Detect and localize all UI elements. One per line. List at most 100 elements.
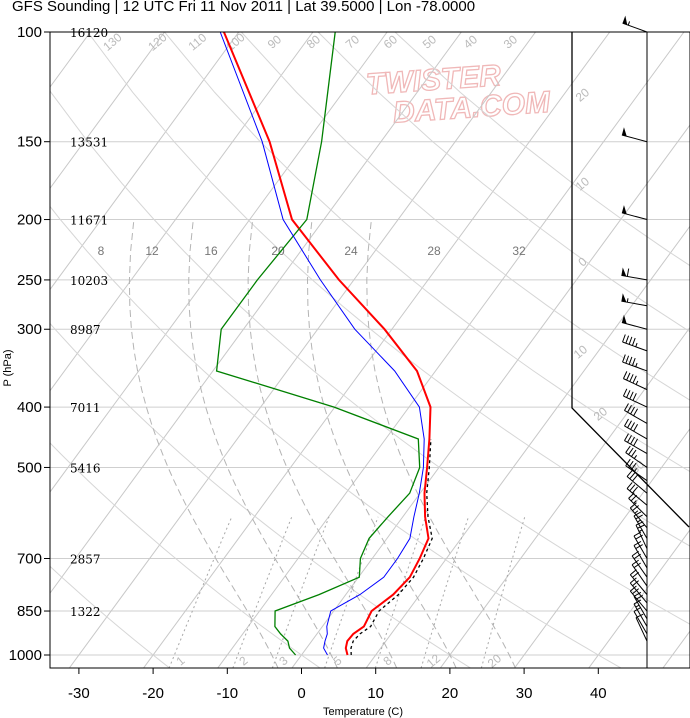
dry-adiabat [50,442,321,668]
height-label: 7011 [70,401,101,415]
barb-flag [633,553,641,560]
isotherm-label: 110 [186,30,210,53]
barb-half-flag [637,519,642,523]
moist-adiabat [188,219,338,668]
wind-barb [629,577,648,604]
barb-flag [635,521,644,526]
barb-pennant [621,205,627,215]
barb-flag [629,391,634,400]
barb-flag [633,511,642,517]
mixing-ratio-line [420,516,469,668]
wind-barb [622,15,648,33]
height-labels: 16120 13531 11671 10203 8987 7011 5416 2857 1322 [70,26,108,619]
barb-shaft [621,212,648,221]
barb-flag [633,541,642,546]
temperature-tick-label: -20 [142,685,164,702]
x-axis-label: Temperature (C) [323,706,403,718]
barb-shaft [635,524,648,549]
barb-flag [629,502,637,509]
barb-flag [633,562,641,569]
moist-adiabat [366,219,516,668]
temperature-tick-label: 0 [297,685,305,702]
dry-adiabat [50,322,472,668]
dry-adiabat [50,205,622,668]
barb-flag [628,492,635,499]
barb-flag [624,418,629,427]
wind-barb [624,403,648,424]
wind-barbs [621,15,648,642]
isotherm-line [439,326,690,668]
pressure-tick-label: 200 [17,212,42,229]
wind-barb [629,569,648,595]
mixing-ratio-line [374,516,427,668]
pressure-tick-label: 500 [17,459,42,476]
watermark: TWISTER DATA.COM [364,58,552,130]
barb-flag [631,559,639,566]
isotherm-line [217,32,685,668]
barb-flag [622,334,626,343]
wind-barb [622,371,648,391]
temperature-tick-label: 10 [367,685,384,702]
isotherm-line [50,32,462,595]
mixing-ratio-line [232,516,293,668]
barb-flag [635,594,643,600]
isotherm-label: 0 [575,254,589,269]
barb-flag [635,534,643,540]
wind-barb [629,502,648,529]
height-label: 8987 [70,323,101,337]
barb-shaft [624,425,648,440]
barb-flag [631,337,636,346]
pressure-tick-label: 1000 [9,647,42,664]
wind-barb [622,354,648,372]
barb-pennant [621,314,627,324]
moist-adiabat [247,219,398,668]
barb-shaft [622,361,648,372]
wind-barb [624,418,648,440]
barb-flag [633,438,639,447]
barb-flag [626,482,633,489]
moist-adiabat-label: 20 [271,244,285,258]
barb-flag [632,505,639,511]
chart-title: GFS Sounding | 12 UTC Fri 11 Nov 2011 | … [12,0,476,15]
mixing-ratio-label: 2 [236,653,250,668]
barb-flag [637,524,645,529]
background-grid [50,32,690,668]
wind-barb [624,433,648,455]
barb-flag [628,447,634,455]
isotherm-line [365,225,690,668]
barb-flag [630,406,635,415]
height-label: 13531 [70,136,108,150]
isotherm-line [50,32,165,190]
dry-adiabat [87,32,690,547]
moist-adiabat-label: 32 [512,244,526,258]
mixing-ratio-line [324,516,379,668]
plot-border [49,31,690,669]
barb-flag [626,470,633,477]
barb-shaft [623,395,648,408]
isotherm-line [68,32,536,668]
moist-adiabat [306,219,457,668]
barb-flag [631,462,637,471]
profile-lines [215,32,433,656]
barb-flag [630,436,635,445]
barb-shaft [624,440,648,455]
parcel-line [350,438,433,656]
isotherm-line [143,32,611,668]
barb-shaft [625,452,648,468]
barb-shaft [635,617,648,642]
y-axis-label: P (hPa) [2,349,14,386]
wind-barb [628,492,648,518]
barb-pennant [622,15,628,25]
barb-flag [635,613,644,619]
mixing-ratio-label: 3 [276,653,290,668]
wind-barb [631,559,648,587]
isotherm-line [662,630,690,668]
height-label: 11671 [70,214,108,228]
barb-flag [622,354,626,363]
dry-adiabat [317,32,690,333]
isotherm-label: 30 [501,32,520,52]
mixing-ratio-label: 8 [380,653,394,668]
temperature-tick-label: 20 [442,685,459,702]
dry-adiabat [50,89,690,625]
